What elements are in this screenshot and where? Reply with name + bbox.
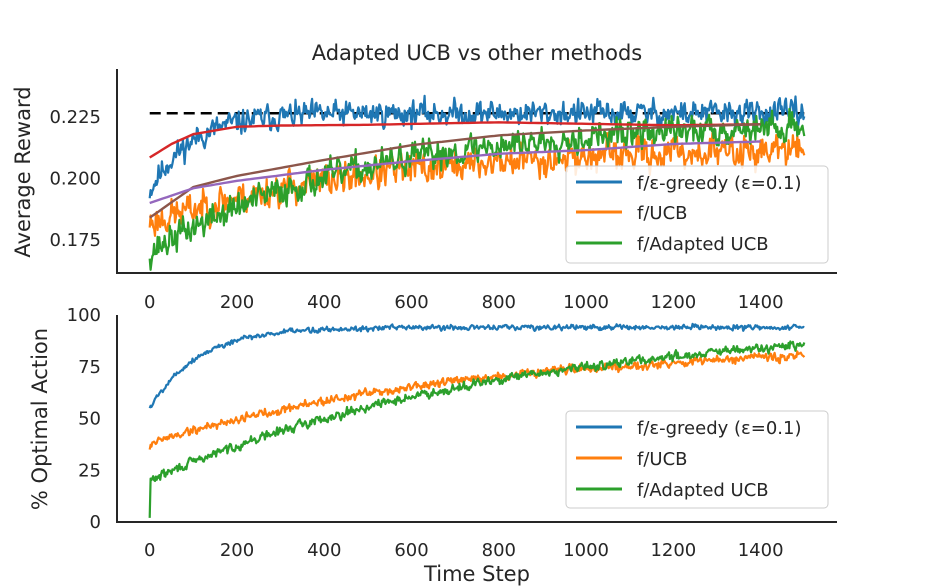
reward-ticks-layer: 0 200 400 600 800 1000 1200 1400 0.175 0.200 0.225 [49,107,783,313]
optimal-action-series-f-greedy-0-1 [148,322,805,409]
optimal-action-xtick-label: 0 [144,540,155,561]
optimal-action-ytick-label: 0 [90,512,101,533]
optimal-action-legend-label-adapted-ucb: f/Adapted UCB [637,480,769,501]
reward-xtick-label: 1400 [738,292,784,313]
reward-xtick-label: 200 [220,292,254,313]
reward-xtick-label: 0 [144,292,155,313]
reward-chart-title: Adapted UCB vs other methods [312,41,643,65]
reward-xtick-label: 1000 [563,292,609,313]
reward-series-smoothed-3 [149,121,761,159]
optimal-action-ylabel: % Optimal Action [28,328,52,510]
optimal-action-series-f-adapted-ucb [148,340,806,518]
optimal-action-ticks-layer: 0 200 400 600 800 1000 1200 1400 0 25 50 75 100 [67,305,784,561]
reward-lines-layer [148,94,806,271]
optimal-action-ytick-label: 100 [67,305,101,326]
optimal-action-ytick-label: 75 [78,357,101,378]
reward-legend-label-adapted-ucb: f/Adapted UCB [637,234,769,255]
optimal-action-ytick-label: 25 [78,460,101,481]
optimal-action-ytick-label: 50 [78,409,101,430]
reward-ytick-label: 0.225 [49,107,101,128]
reward-series-f-greedy-0-1 [148,94,806,199]
optimal-action-xtick-label: 1400 [738,540,784,561]
reward-ytick-label: 0.175 [49,230,101,251]
reward-xtick-label: 800 [482,292,516,313]
reward-xtick-label: 600 [394,292,428,313]
reward-ytick-label: 0.200 [49,168,101,189]
optimal-action-xtick-label: 200 [220,540,254,561]
optimal-action-xtick-label: 600 [394,540,428,561]
optimal-action-xtick-label: 800 [482,540,516,561]
optimal-action-legend-label-egreedy: f/ε-greedy (ε=0.1) [637,418,802,439]
reward-xtick-label: 400 [307,292,341,313]
optimal-action-xtick-label: 1000 [563,540,609,561]
optimal-action-legend: f/ε-greedy (ε=0.1) f/UCB f/Adapted UCB [565,410,829,509]
reward-series-smoothed-5 [149,140,761,205]
reward-legend-label-egreedy: f/ε-greedy (ε=0.1) [637,173,802,194]
reward-legend-box [565,165,829,264]
optimal-action-xtick-label: 1200 [650,540,696,561]
time-step-xlabel: Time Step [423,562,530,586]
optimal-action-subplot: % Optimal Action Time Step 0 200 400 600 800… [28,305,837,586]
optimal-action-xtick-label: 400 [307,540,341,561]
reward-ylabel: Average Reward [11,86,35,257]
reward-xtick-label: 1200 [650,292,696,313]
optimal-action-lines-layer [148,322,806,518]
reward-legend-label-ucb: f/UCB [637,203,688,224]
optimal-action-legend-label-ucb: f/UCB [637,449,688,470]
reward-series-smoothed-4 [149,123,761,219]
optimal-action-legend-box [565,410,829,509]
reward-subplot: Adapted UCB vs other methods Average Rew… [11,41,837,313]
reward-legend: f/ε-greedy (ε=0.1) f/UCB f/Adapted UCB [565,165,829,264]
